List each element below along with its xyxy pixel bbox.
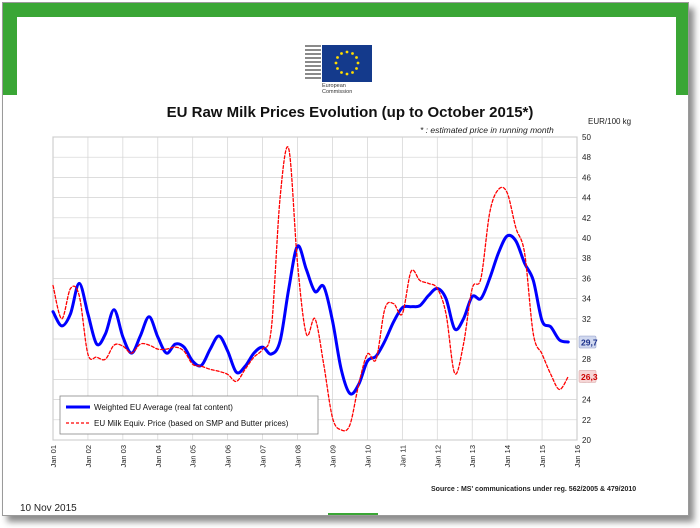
x-tick-label: Jan 06 [224,445,233,468]
logo-text-line2: Commission [322,89,353,95]
x-tick-label: Jan 09 [328,445,337,468]
y-tick-label: 40 [582,234,591,243]
x-tick-label: Jan 16 [573,445,582,468]
x-tick-label: Jan 07 [259,445,268,468]
y-tick-label: 36 [582,274,591,283]
y-tick-label: 50 [582,133,591,142]
y-tick-label: 46 [582,173,591,182]
x-tick-label: Jan 04 [154,445,163,468]
y-tick-label: 44 [582,194,591,203]
end-value-label: 26,3 [581,372,598,382]
x-tick-label: Jan 02 [84,445,93,468]
chart-subtitle: * : estimated price in running month [420,125,554,135]
footer-date: 10 Nov 2015 [20,503,77,514]
legend-label: EU Milk Equiv. Price (based on SMP and B… [94,419,289,428]
x-tick-label: Jan 14 [503,445,512,468]
y-tick-label: 38 [582,254,591,263]
legend-label: Weighted EU Average (real fat content) [94,403,233,412]
y-axis-unit-label: EUR/100 kg [588,117,632,126]
logo-building-icon [305,45,321,82]
y-tick-label: 22 [582,416,591,425]
y-tick-label: 42 [582,214,591,223]
logo-text: European Commission [322,83,352,95]
x-tick-label: Jan 01 [49,445,58,468]
source-note: Source : MS' communications under reg. 5… [431,486,637,493]
end-value-label: 29,7 [581,338,598,348]
bottom-green-tab [328,513,378,515]
x-tick-label: Jan 08 [294,445,303,468]
end-value-badge [578,335,597,349]
eu-flag-icon [322,45,372,82]
x-tick-label: Jan 03 [119,445,128,468]
european-commission-logo: European Commission [303,45,375,101]
y-tick-label: 20 [582,436,591,445]
y-tick-label: 24 [582,396,591,405]
x-tick-label: Jan 05 [189,445,198,468]
end-value-badge [578,370,597,383]
y-tick-label: 32 [582,315,591,324]
y-tick-label: 28 [582,355,591,364]
x-tick-label: Jan 15 [538,445,547,468]
legend-box [59,395,319,435]
plot-area [52,136,578,441]
chart-title: EU Raw Milk Prices Evolution (up to Octo… [166,104,534,121]
x-tick-label: Jan 11 [398,445,407,467]
x-tick-label: Jan 12 [433,445,442,468]
y-tick-label: 48 [582,153,591,162]
series-line-milk-equiv-price [52,146,569,432]
x-tick-label: Jan 13 [468,445,477,468]
x-tick-label: Jan 10 [363,445,372,468]
series-line-weighted-eu-average [51,233,570,396]
logo-text-line1: European [322,83,346,89]
y-tick-label: 34 [582,295,591,304]
